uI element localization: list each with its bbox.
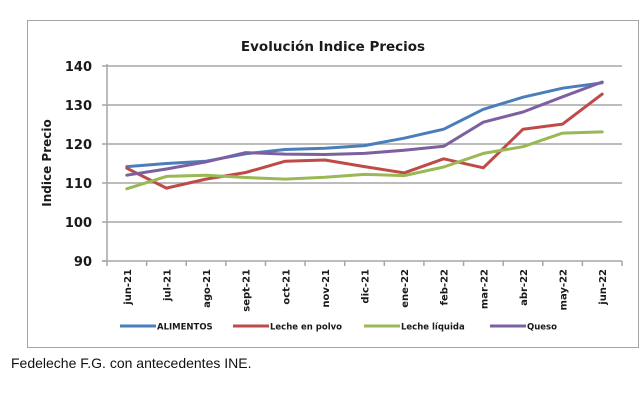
chart-frame: [27, 20, 639, 348]
y-tick-label: 100: [65, 216, 92, 231]
x-tick-label: ago-21: [202, 269, 213, 308]
legend-item: Leche en polvo: [233, 323, 342, 333]
legend-item: ALIMENTOS: [120, 323, 213, 333]
legend-label: Queso: [527, 323, 557, 333]
gridlines: [107, 65, 622, 223]
legend-item: Queso: [490, 323, 557, 333]
legend-label: ALIMENTOS: [157, 323, 213, 333]
x-tick-label: jun-21: [123, 269, 134, 306]
x-tick-label: feb-22: [440, 269, 451, 305]
x-tick-label: jul-21: [162, 269, 173, 302]
x-tick-label: may-22: [559, 269, 570, 310]
source-note: Fedeleche F.G. con antecedentes INE.: [11, 355, 252, 371]
series-lines: [125, 80, 604, 191]
axes: [102, 64, 623, 266]
x-tick-label: mar-22: [479, 269, 490, 309]
series-line-leche-l-quida: [125, 130, 604, 191]
series-line-leche-en-polvo: [125, 92, 604, 190]
series-line-queso: [125, 80, 604, 177]
y-tick-label: 140: [65, 60, 92, 75]
legend: ALIMENTOS Leche en polvo Leche líquida Ques…: [120, 323, 557, 333]
legend-item: Leche líquida: [364, 323, 465, 333]
y-tick-label: 130: [65, 99, 92, 114]
chart-title: Evolución Indice Precios: [241, 39, 425, 55]
x-tick-label: jun-22: [598, 269, 609, 306]
y-tick-labels: 90 100 110 120 130 140: [65, 60, 92, 270]
y-tick-label: 90: [74, 255, 92, 270]
x-tick-label: oct-21: [281, 269, 292, 305]
x-tick-label: sept-21: [242, 269, 253, 312]
y-tick-label: 110: [65, 177, 92, 192]
legend-label: Leche en polvo: [270, 323, 342, 333]
x-tick-label: abr-22: [519, 269, 530, 306]
y-tick-label: 120: [65, 138, 92, 153]
x-tick-labels: jun-21 jul-21 ago-21 sept-21 oct-21 nov-21 dic…: [123, 269, 609, 312]
x-tick-label: nov-21: [321, 269, 332, 308]
x-tick-label: ene-22: [400, 269, 411, 308]
y-axis-label: Indice Precio: [40, 119, 54, 206]
legend-label: Leche líquida: [401, 323, 465, 333]
x-tick-label: dic-21: [361, 269, 372, 304]
